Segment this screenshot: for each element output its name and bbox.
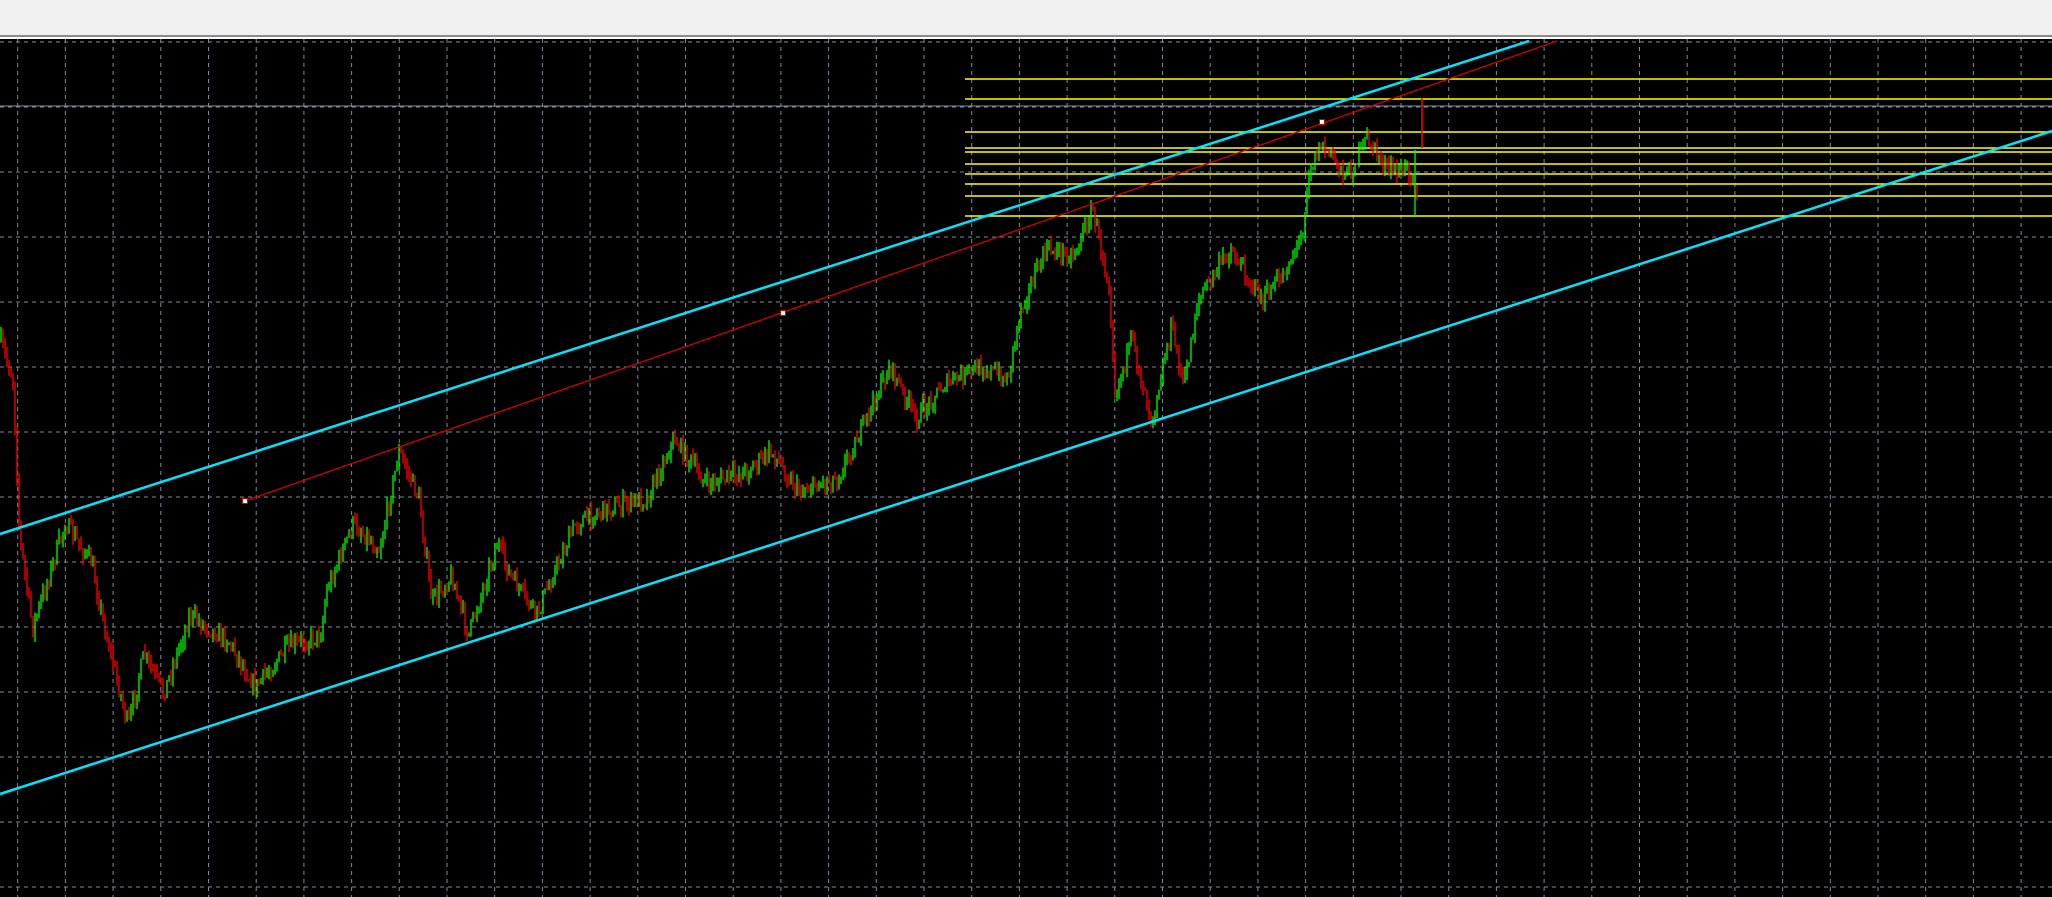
channel-lower-line [0,129,2052,796]
toolbar-area [0,0,2052,37]
trend-line-anchor-point [780,310,786,316]
trend-line [244,40,1558,502]
trend-line-anchor-point [1319,119,1325,125]
trend-line-anchor-point [242,498,248,504]
price-chart[interactable] [0,39,2052,897]
toolbar-separator [0,37,2052,39]
channel-upper-line [0,39,1530,536]
chart-background [0,39,2052,897]
